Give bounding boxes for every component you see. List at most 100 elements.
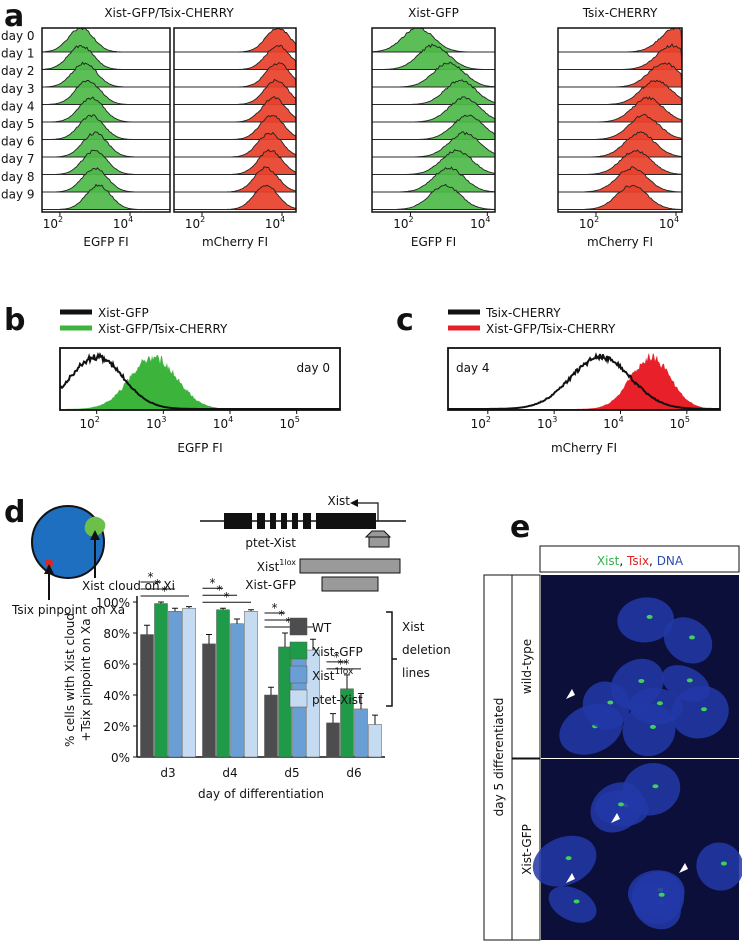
ridgeline-plot (174, 28, 296, 210)
bar (244, 611, 258, 758)
x-tick-label-base: 10 (79, 417, 94, 431)
significance-label: * (210, 576, 216, 590)
histogram-line (448, 352, 720, 410)
group-title: Xist-GFP (408, 6, 459, 20)
row-label: wild-type (520, 639, 534, 694)
histogram (558, 79, 682, 105)
x-axis-label: mCherry FI (587, 235, 653, 249)
x-tick-label-sup: 2 (200, 215, 205, 224)
bar (154, 603, 168, 758)
construct-label-base: Xist (257, 560, 280, 574)
error-bar (248, 609, 254, 612)
day-label: day 1 (1, 47, 35, 61)
group-title: Xist-GFP/Tsix-CHERRY (104, 6, 234, 20)
x-tick-label-base: 10 (146, 417, 161, 431)
bracket (386, 611, 397, 707)
ridgeline-plot (558, 28, 682, 210)
y-axis-label-line: % cells with Xist cloud (63, 613, 77, 747)
gene-diagram (200, 499, 406, 592)
x-tick-label-sup: 2 (58, 215, 63, 224)
channel-label: DNA (657, 554, 684, 568)
construct-label: Xist1lox (257, 558, 296, 574)
x-tick-label-sup: 5 (295, 415, 300, 424)
x-tick-label: 102 (579, 215, 599, 231)
x-tick-label-base: 10 (185, 217, 200, 231)
construct-label: Xist-GFP (245, 578, 296, 592)
plot-frame (371, 27, 496, 213)
legend-label: WT (312, 621, 332, 635)
nucleus (622, 763, 681, 816)
bar (368, 724, 382, 758)
histogram (372, 43, 495, 70)
xist-signal (617, 802, 624, 807)
x-tick-label-base: 10 (393, 217, 408, 231)
error-bar (310, 638, 316, 651)
arrowhead (566, 873, 575, 883)
panel-label: e (510, 510, 530, 545)
x-tick-label: d5 (284, 766, 299, 780)
nucleus (631, 871, 685, 925)
legend-label-base: WT (312, 621, 332, 635)
error-bar (268, 686, 274, 695)
x-tick-label-base: 10 (537, 417, 552, 431)
x-tick-label-base: 10 (579, 217, 594, 231)
histogram-line (59, 352, 340, 410)
arrowhead (566, 689, 575, 699)
condition-label: day 5 differentiated (492, 698, 506, 817)
xist-signal (688, 635, 695, 640)
x-tick-label: 105 (279, 415, 299, 431)
nucleus (663, 617, 713, 664)
x-tick-label: 104 (265, 215, 285, 231)
legend-label-base: Xist-GFP (312, 645, 363, 659)
day-label: day 7 (1, 152, 35, 166)
x-tick-label: 104 (213, 415, 233, 431)
significance-label: * (162, 584, 168, 598)
x-tick-label-sup: 4 (128, 215, 133, 224)
gene-label: Xist (327, 494, 350, 508)
histogram-area (60, 354, 340, 410)
x-tick-label: d4 (222, 766, 237, 780)
x-tick-label-base: 10 (471, 417, 486, 431)
x-tick-label-base: 10 (265, 217, 280, 231)
x-tick-label-sup: 3 (161, 415, 166, 424)
y-axis-label-line: +Tsix pinpoint on Xa (79, 618, 93, 741)
x-tick-label: d6 (346, 766, 361, 780)
x-tick-label-base: 10 (659, 217, 674, 231)
bar (326, 722, 340, 758)
plot-frame (557, 27, 683, 213)
bar (264, 694, 278, 758)
x-tick-label: 103 (146, 415, 166, 431)
bar (354, 708, 368, 758)
error-bar (344, 674, 350, 689)
legend-label-sup: 1lox (335, 667, 354, 677)
x-tick-label-sup: 5 (685, 415, 690, 424)
image-frame (483, 545, 740, 941)
legend-label: Xist-GFP (312, 645, 363, 659)
panel-label: d (4, 495, 25, 530)
x-tick-label-sup: 4 (280, 215, 285, 224)
y-tick-label: 40% (103, 689, 130, 703)
bracket-label: deletion (402, 643, 451, 657)
bracket-label: lines (402, 666, 430, 680)
error-bar (206, 634, 212, 644)
x-axis-label: mCherry FI (202, 235, 268, 249)
x-tick-label-sup: 2 (409, 215, 414, 224)
x-tick-label-sup: 2 (486, 415, 491, 424)
plot-frame (41, 27, 171, 213)
row-label: Xist-GFP (520, 824, 534, 875)
legend-label: Xist1lox (312, 667, 354, 683)
ridgeline-plot (42, 28, 170, 210)
histogram (174, 115, 296, 140)
nucleus (582, 681, 630, 730)
y-axis-label: % cells with Xist cloud +Tsix pinpoint on… (63, 613, 93, 747)
significance-label: * (148, 570, 154, 584)
legend-swatch (289, 641, 308, 660)
x-tick-label-sup: 4 (228, 415, 233, 424)
annotation: day 0 (296, 361, 330, 375)
group-title: Tsix-CHERRY (582, 6, 658, 20)
x-tick-label-sup: 4 (674, 215, 679, 224)
xist-signal (658, 892, 665, 897)
histogram-area (448, 352, 720, 410)
legend-label: Xist-GFP/Tsix-CHERRY (98, 322, 228, 336)
